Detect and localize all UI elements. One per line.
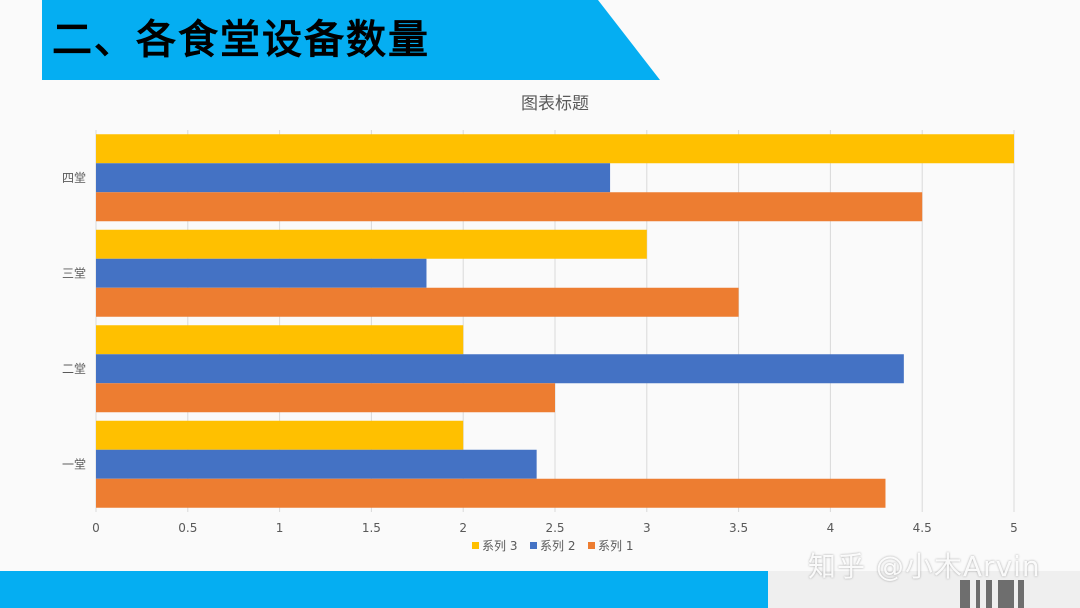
legend-label: 系列 3 [482, 539, 517, 553]
bottom-accent-bar [0, 571, 768, 608]
decorative-stripes [960, 580, 1030, 608]
legend-swatch [588, 542, 595, 549]
y-category-label: 一堂 [62, 457, 86, 471]
bar [96, 420, 464, 450]
bar [96, 229, 647, 259]
x-tick-label: 5 [1010, 521, 1018, 535]
x-tick-label: 4 [827, 521, 835, 535]
bar [96, 163, 611, 193]
x-tick-label: 0.5 [178, 521, 197, 535]
y-category-label: 二堂 [62, 362, 86, 376]
title-banner-shape [42, 0, 660, 80]
bar [96, 258, 427, 288]
title-banner: 二、各食堂设备数量 [42, 0, 660, 80]
x-tick-label: 2 [459, 521, 467, 535]
x-tick-label: 1.5 [362, 521, 381, 535]
x-tick-label: 3 [643, 521, 651, 535]
bar [96, 354, 904, 384]
chart-title: 图表标题 [521, 94, 589, 114]
bar [96, 478, 886, 508]
x-tick-label: 3.5 [729, 521, 748, 535]
x-tick-label: 1 [276, 521, 284, 535]
bar [96, 383, 555, 413]
x-tick-label: 2.5 [545, 521, 564, 535]
bar [96, 134, 1014, 164]
bar [96, 192, 923, 222]
x-tick-label: 4.5 [913, 521, 932, 535]
x-tick-label: 0 [92, 521, 100, 535]
bar [96, 287, 739, 317]
bar [96, 325, 464, 355]
y-category-label: 三堂 [62, 266, 86, 280]
legend-label: 系列 1 [598, 539, 633, 553]
legend-swatch [530, 542, 537, 549]
bar [96, 449, 537, 479]
legend-label: 系列 2 [540, 539, 575, 553]
y-category-label: 四堂 [62, 171, 86, 185]
legend-swatch [472, 542, 479, 549]
slide-title: 二、各食堂设备数量 [52, 17, 430, 63]
watermark-text: 知乎 @小木Arvin [808, 550, 1041, 583]
bottom-right-block [768, 571, 1080, 608]
